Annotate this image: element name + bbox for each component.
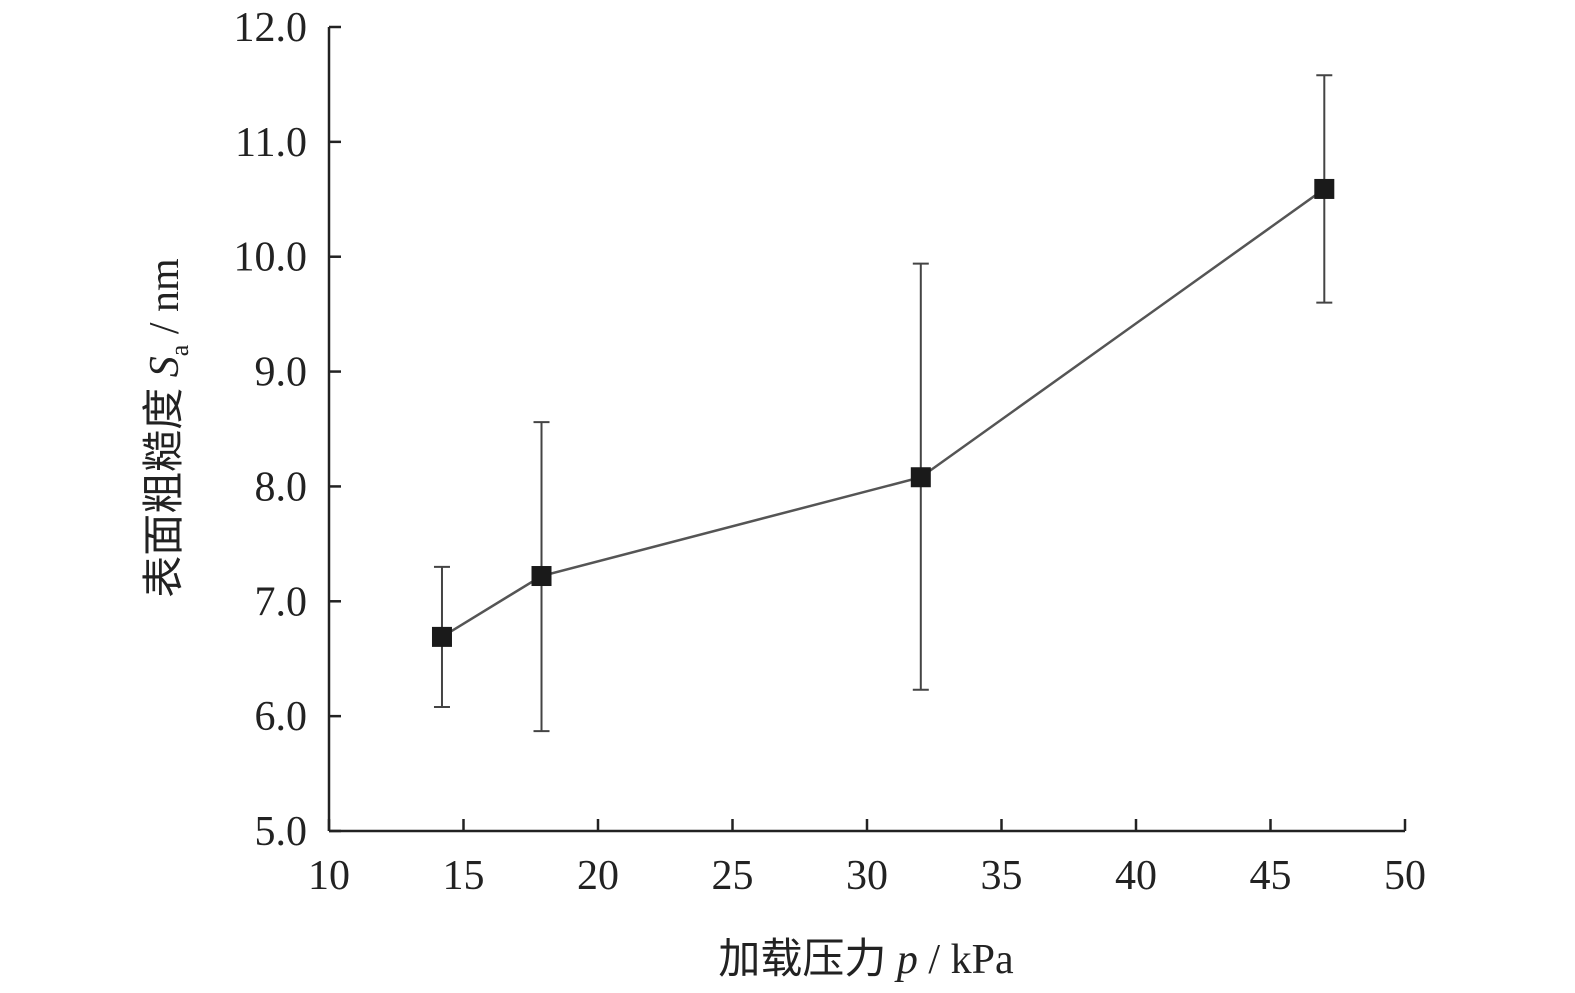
x-tick-label: 45: [1250, 853, 1292, 899]
x-tick-label: 10: [308, 853, 350, 899]
x-tick-label: 50: [1384, 853, 1426, 899]
x-tick-label: 30: [846, 853, 888, 899]
series-line: [441, 187, 1326, 638]
x-axis-label-prefix: 加载压力: [718, 937, 897, 983]
y-tick-label: 12.0: [234, 5, 308, 51]
data-point-marker: [531, 566, 552, 587]
x-tick-label: 25: [712, 853, 754, 899]
x-ticks: 10 15 20 25 30 35 40 45 50: [308, 819, 1426, 899]
x-axis-label: 加载压力 p / kPa: [718, 937, 1014, 983]
y-tick-label: 7.0: [255, 579, 308, 625]
y-tick-label: 6.0: [255, 694, 308, 740]
data-point-marker: [1314, 178, 1335, 199]
y-ticks: 5.0 6.0 7.0 8.0 9.0 10.0 11.0 12.0: [234, 5, 341, 855]
x-tick-label: 15: [443, 853, 485, 899]
data-point-marker: [431, 626, 452, 647]
y-axis-label-unit: / nm: [142, 258, 188, 345]
x-axis-label-unit: / kPa: [918, 937, 1014, 983]
y-tick-label: 8.0: [255, 464, 308, 510]
x-axis-label-var: p: [894, 937, 918, 983]
x-tick-label: 35: [981, 853, 1023, 899]
x-tick-label: 20: [577, 853, 619, 899]
axes: [327, 27, 1405, 833]
series: [431, 74, 1335, 733]
y-axis-label: 表面粗糙度 Sa / nm: [142, 258, 194, 598]
y-tick-label: 11.0: [235, 120, 307, 166]
x-tick-label: 40: [1115, 853, 1157, 899]
y-tick-label: 10.0: [234, 235, 308, 281]
data-point-marker: [910, 467, 931, 488]
y-axis-label-sub: a: [165, 344, 194, 356]
y-tick-label: 9.0: [255, 350, 308, 396]
y-axis-label-var: S: [142, 356, 188, 377]
y-tick-label: 5.0: [255, 809, 308, 855]
y-axis-label-prefix: 表面粗糙度: [142, 377, 188, 598]
